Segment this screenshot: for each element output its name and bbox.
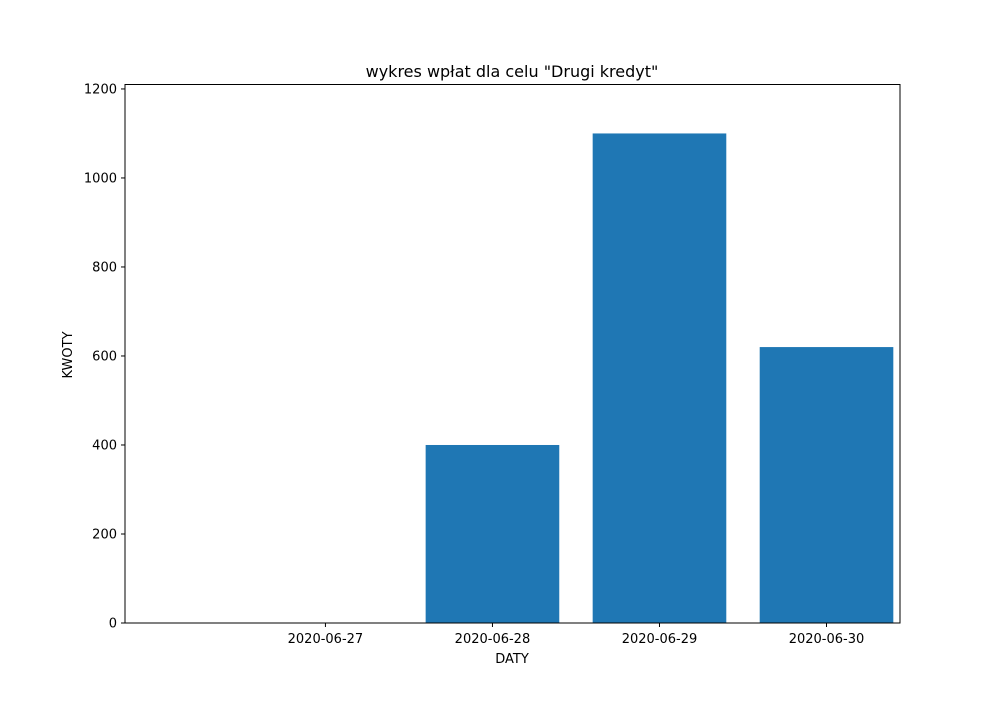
ticks-layer: 0 200 400 600 800 1000 1200 2020-06-27 2020-06-2… xyxy=(84,82,864,647)
y-tick-label: 1200 xyxy=(84,82,117,97)
x-tick-label: 2020-06-29 xyxy=(622,632,698,647)
x-tick-label: 2020-06-30 xyxy=(789,632,865,647)
y-axis-label: KWOTY xyxy=(61,331,76,378)
y-tick-label: 600 xyxy=(92,349,117,364)
y-tick-label: 1000 xyxy=(84,171,117,186)
x-tick-label: 2020-06-28 xyxy=(455,632,531,647)
bar-2020-06-28 xyxy=(425,444,560,623)
x-tick-label: 2020-06-27 xyxy=(288,632,364,647)
y-tick-label: 0 xyxy=(109,617,117,632)
y-tick-label: 400 xyxy=(92,438,117,453)
bars-layer xyxy=(425,133,894,624)
chart-title: wykres wpłat dla celu "Drugi kredyt" xyxy=(366,62,659,81)
y-tick-label: 800 xyxy=(92,260,117,275)
y-tick-label: 200 xyxy=(92,527,117,542)
bar-2020-06-29 xyxy=(592,133,727,624)
x-axis-label: DATY xyxy=(495,652,529,667)
bar-2020-06-30 xyxy=(759,347,894,623)
plot-area-frame xyxy=(124,84,901,624)
